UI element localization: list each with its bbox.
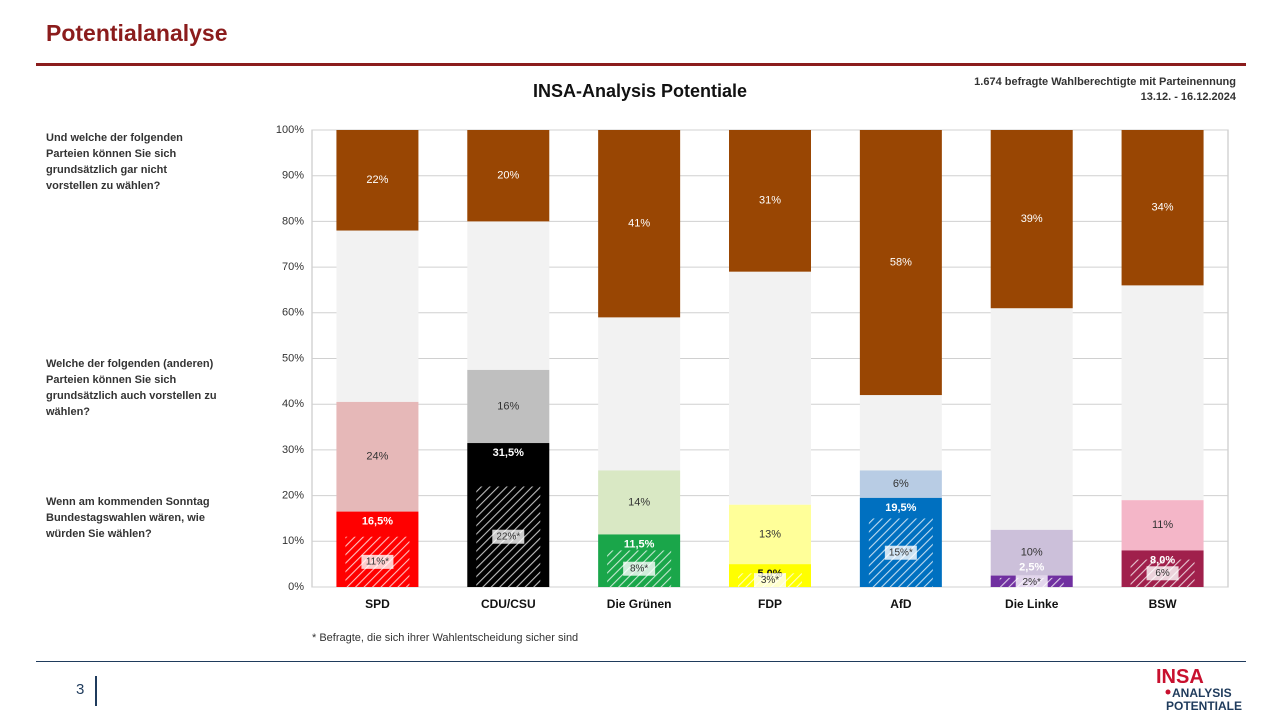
bar-never [729,130,811,272]
potential-label: 16% [497,400,519,412]
sample-info: 1.674 befragte Wahlberechtigte mit Parte… [974,75,1236,105]
vote-label: 2,5% [1019,561,1044,573]
y-tick-label: 30% [282,444,304,456]
x-category-label: SPD [365,597,390,611]
sure-label-box [1015,575,1048,590]
bar-remainder [1121,285,1204,501]
bar-never [336,130,419,231]
never-label: 39% [1021,213,1043,225]
logo-text-potentiale: POTENTIALE [1166,699,1242,713]
potential-label: 11% [1152,519,1173,531]
x-category-label: Die Grünen [607,597,672,611]
y-tick-label: 40% [282,398,304,410]
potential-label: 13% [759,528,781,540]
question-never: Und welche der folgenden Parteien können… [46,132,183,192]
survey-dates: 13.12. - 16.12.2024 [1140,91,1236,103]
page-number: 3 [76,681,85,698]
never-label: 41% [628,218,650,230]
bar-group-die-gr-nen [598,130,681,587]
bar-potential [467,369,550,444]
y-tick-label: 100% [276,124,304,136]
sure-label-box [1146,566,1179,581]
sure-label-box [361,554,394,569]
y-tick-label: 50% [282,352,304,364]
bar-remainder [467,221,550,370]
sure-label-box [492,529,525,544]
potential-label: 24% [366,451,388,463]
y-tick-label: 80% [282,215,304,227]
vote-label: 16,5% [362,516,393,528]
logo-text-analysis: ANALYSIS [1172,686,1232,700]
footnote: * Befragte, die sich ihrer Wahlentscheid… [312,632,579,644]
bar-potential [1121,500,1204,551]
vote-label: 11,5% [624,538,655,550]
bar-never [859,130,942,396]
bar-potential [598,470,681,535]
logo-text-insa: INSA [1156,666,1204,688]
vote-label: 19,5% [885,502,916,514]
bar-remainder [859,395,942,471]
bar-group-die-linke [990,130,1073,587]
sure-label: 2%* [1023,577,1041,588]
bottom-rule [36,661,1246,662]
sure-label: 8%* [630,563,648,574]
never-label: 20% [497,170,519,182]
chart-title: INSA-Analysis Potentiale [532,81,748,101]
page-title: Potentialanalyse [46,20,228,46]
bar-potential [990,529,1073,576]
bar-never [467,130,550,222]
question-also: Welche der folgenden (anderen) Parteien … [46,358,217,418]
question-vote: Wenn am kommenden Sonntag Bundestagswahl… [46,496,210,540]
bar-group-afd [859,130,942,587]
vote-label: 8,0% [1150,554,1175,566]
bar-remainder [990,308,1073,530]
bar-remainder [336,230,419,402]
logo-dot [1165,689,1171,695]
potential-label: 10% [1021,547,1043,559]
bar-remainder [598,317,681,471]
vote-label: 31,5% [493,447,524,459]
x-category-label: Die Linke [1005,597,1059,611]
x-category-label: AfD [890,597,912,611]
x-category-label: CDU/CSU [481,597,536,611]
potential-label: 6% [893,478,909,490]
sample-size: 1.674 befragte Wahlberechtigte mit Parte… [974,76,1236,88]
bar-never [1121,130,1204,286]
sure-label-box [754,573,786,588]
bar-group-fdp [729,130,811,587]
bar-group-spd [336,130,419,587]
sure-label-box [884,545,917,560]
never-label: 58% [890,256,912,268]
x-category-label: FDP [758,597,782,611]
sure-label: 22%* [496,531,520,542]
bar-potential [336,401,419,512]
bar-group-cdu-csu [467,130,550,587]
page-number-bar [95,676,97,706]
bar-remainder [729,271,811,505]
y-tick-label: 10% [282,535,304,547]
bar-never [598,130,681,318]
y-tick-label: 90% [282,170,304,182]
sure-label: 3%* [761,575,779,586]
insa-logo: INSA ANALYSIS POTENTIALE [1156,666,1242,713]
y-tick-label: 20% [282,490,304,502]
y-tick-label: 0% [288,581,304,593]
sure-label: 6% [1155,568,1170,579]
never-label: 34% [1152,202,1174,214]
sure-label: 15%* [889,547,913,558]
sure-label-box [623,561,656,576]
never-label: 31% [759,195,781,207]
title-rule [36,63,1246,66]
potential-label: 14% [628,496,650,508]
x-category-label: BSW [1149,597,1178,611]
bar-never [990,130,1073,309]
bar-potential [859,470,942,498]
never-label: 22% [366,174,388,186]
y-tick-label: 70% [282,261,304,273]
sure-label: 11%* [366,557,389,568]
bar-potential [729,504,811,565]
y-tick-label: 60% [282,307,304,319]
